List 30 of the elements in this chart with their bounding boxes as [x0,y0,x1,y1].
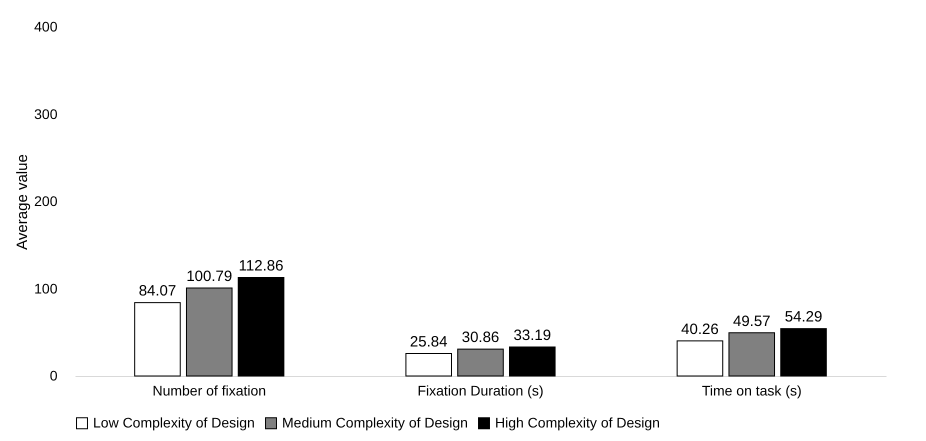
data-label: 54.29 [784,308,822,326]
legend-label: High Complexity of Design [495,414,660,430]
bar [780,328,827,376]
data-label: 33.19 [514,327,552,344]
legend-label: Medium Complexity of Design [282,414,468,430]
data-label: 40.26 [681,320,719,338]
legend-label: Low Complexity of Design [93,414,255,430]
x-tick-label: Number of fixation [152,382,266,398]
data-label: 30.86 [462,329,500,346]
bar [676,340,724,376]
bar [186,288,233,376]
data-label: 84.07 [138,282,176,300]
y-tick-label: 400 [34,18,58,34]
x-tick-label: Time on task (s) [702,382,802,398]
bar [405,352,452,376]
data-label: 49.57 [732,312,771,330]
bar [134,302,181,376]
bar [509,346,556,376]
data-label: 100.79 [186,268,232,286]
bar [457,348,504,376]
y-tick-label: 100 [34,280,58,296]
y-axis-title: Average value [14,154,32,250]
bar [238,277,284,376]
bar [728,332,776,376]
y-tick-label: 300 [34,106,58,122]
data-label: 25.84 [410,333,448,350]
y-tick-label: 200 [34,193,58,209]
x-tick-label: Fixation Duration (s) [417,382,544,398]
data-label: 112.86 [238,258,284,275]
y-tick-label: 0 [50,368,58,384]
